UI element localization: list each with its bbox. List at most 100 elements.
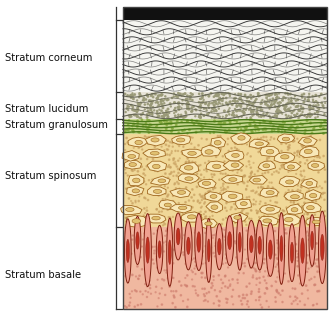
Point: [206, 290, 211, 295]
Point: [150, 112, 155, 117]
Point: [319, 215, 324, 221]
Point: [162, 121, 168, 126]
Point: [204, 214, 209, 219]
Point: [188, 165, 194, 170]
Point: [255, 254, 260, 259]
Point: [155, 95, 160, 101]
Point: [212, 202, 217, 207]
Point: [182, 190, 187, 195]
Point: [179, 93, 184, 98]
Point: [129, 168, 134, 173]
Point: [235, 170, 240, 175]
Point: [190, 135, 195, 140]
Point: [242, 125, 247, 130]
Polygon shape: [304, 139, 311, 143]
Point: [179, 136, 185, 141]
Point: [131, 129, 136, 134]
Polygon shape: [234, 215, 241, 219]
Point: [230, 111, 235, 116]
Point: [262, 214, 267, 219]
Point: [193, 288, 198, 293]
Point: [248, 174, 253, 180]
Point: [165, 114, 171, 120]
Point: [223, 171, 228, 176]
Point: [206, 279, 211, 284]
Point: [216, 106, 221, 111]
Point: [269, 259, 274, 265]
Point: [124, 106, 130, 111]
Point: [192, 145, 197, 150]
Point: [299, 106, 305, 111]
Point: [211, 139, 216, 144]
Point: [126, 151, 131, 156]
Point: [249, 289, 254, 294]
Point: [175, 141, 180, 147]
Point: [257, 145, 262, 151]
Point: [148, 103, 153, 108]
Point: [160, 136, 166, 141]
Point: [315, 289, 320, 294]
Point: [318, 124, 323, 129]
Point: [285, 107, 290, 112]
Point: [218, 120, 223, 126]
Point: [312, 154, 317, 159]
Polygon shape: [184, 165, 193, 170]
Point: [186, 198, 192, 203]
Point: [286, 147, 291, 152]
Point: [169, 248, 174, 253]
Point: [250, 129, 255, 135]
Polygon shape: [311, 164, 319, 167]
Point: [161, 240, 166, 245]
Point: [159, 102, 164, 107]
Point: [126, 196, 131, 201]
Point: [283, 103, 289, 108]
Point: [201, 291, 207, 297]
Point: [222, 234, 227, 240]
Point: [127, 300, 132, 305]
Point: [274, 279, 279, 285]
Polygon shape: [224, 150, 244, 161]
Point: [247, 144, 252, 149]
Point: [294, 153, 300, 158]
Point: [282, 253, 287, 259]
Point: [159, 175, 164, 181]
Point: [126, 113, 131, 118]
Point: [202, 113, 207, 118]
Point: [211, 207, 216, 212]
Polygon shape: [132, 189, 139, 193]
Point: [313, 181, 319, 186]
Point: [158, 248, 163, 253]
Point: [244, 187, 249, 192]
Point: [267, 249, 272, 254]
Point: [155, 186, 160, 191]
Point: [230, 168, 235, 173]
Point: [155, 168, 160, 174]
Point: [129, 189, 134, 194]
Point: [314, 257, 319, 262]
Point: [251, 94, 256, 99]
Point: [184, 254, 190, 259]
Point: [303, 230, 308, 236]
Point: [125, 173, 130, 178]
Point: [188, 177, 194, 183]
Polygon shape: [266, 149, 274, 154]
Point: [290, 239, 295, 244]
Point: [267, 227, 272, 232]
Point: [148, 246, 153, 251]
Point: [183, 114, 189, 119]
Point: [153, 290, 158, 295]
Point: [130, 92, 135, 98]
Point: [130, 93, 135, 98]
Point: [171, 169, 177, 174]
Point: [284, 101, 289, 107]
Point: [215, 102, 220, 107]
Point: [185, 99, 191, 105]
Point: [281, 238, 287, 243]
Point: [198, 179, 203, 184]
Point: [265, 158, 270, 163]
Polygon shape: [188, 151, 196, 155]
Point: [207, 110, 212, 115]
Point: [269, 92, 274, 97]
Point: [175, 230, 180, 236]
Point: [200, 100, 205, 105]
